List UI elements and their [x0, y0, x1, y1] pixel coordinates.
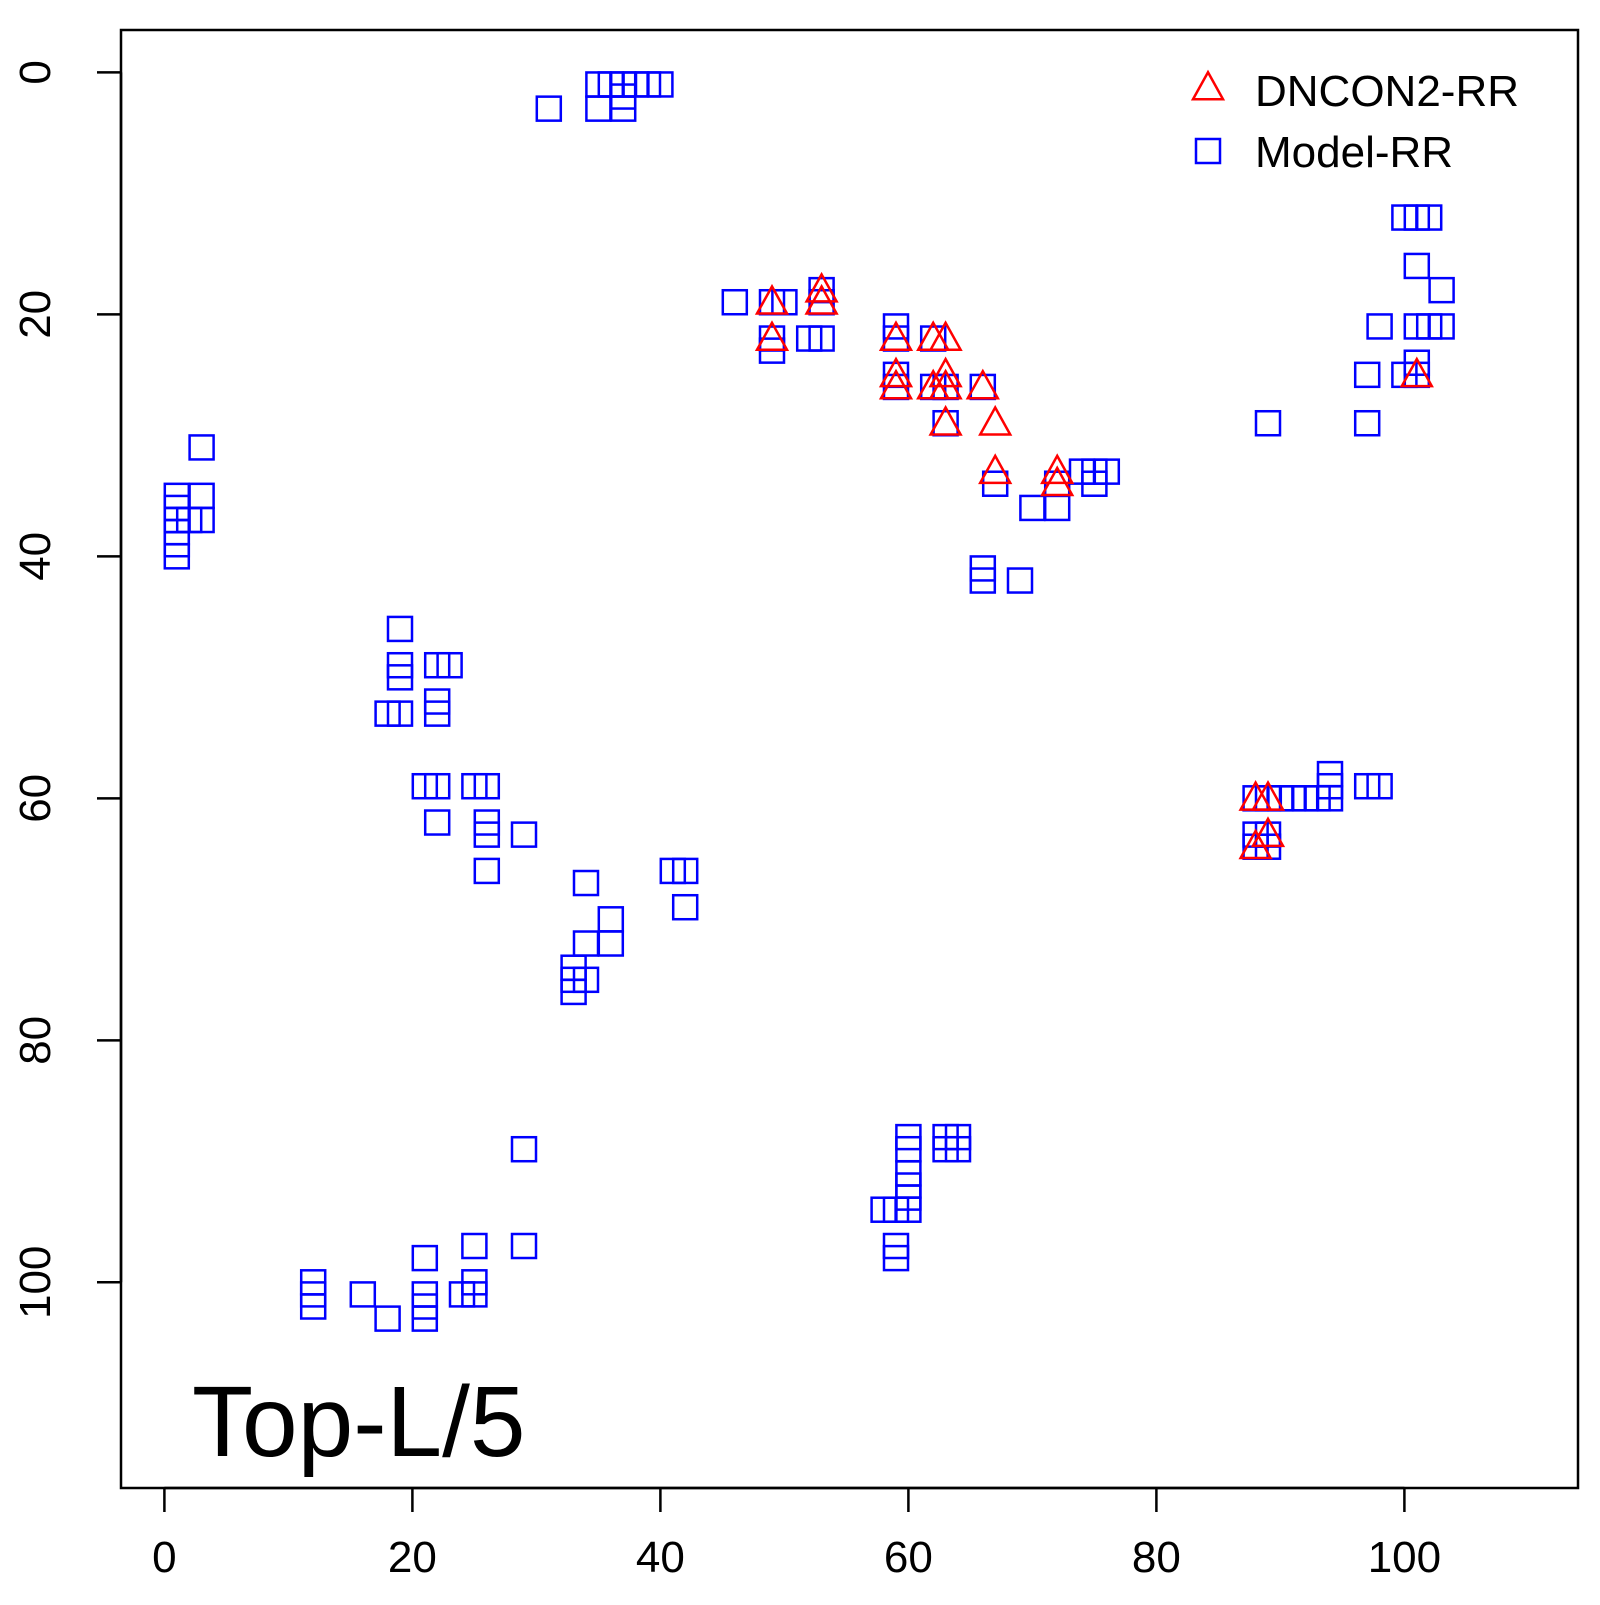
x-tick-label: 0 [152, 1533, 176, 1582]
square-point [386, 664, 414, 691]
square-point [473, 821, 501, 848]
square-point [671, 857, 699, 885]
square-point [423, 700, 451, 727]
y-tick-label: 60 [11, 774, 60, 823]
square-point [299, 1293, 327, 1320]
square-point [461, 1232, 488, 1260]
x-tick-label: 80 [1132, 1533, 1181, 1582]
triangle-point [1399, 356, 1434, 388]
square-point [386, 700, 414, 727]
square-point [411, 1244, 439, 1272]
square-point [1428, 276, 1455, 304]
square-point [461, 1281, 488, 1308]
x-tick-label: 20 [388, 1533, 437, 1582]
square-point [1093, 458, 1121, 485]
square-point [386, 615, 414, 643]
square-point [895, 1196, 922, 1223]
square-point [1428, 313, 1455, 340]
triangle-point [928, 404, 963, 436]
square-point [1366, 772, 1393, 800]
square-point [1415, 204, 1443, 231]
square-point [349, 1281, 377, 1308]
square-point [1403, 252, 1431, 280]
series-triangle [754, 271, 1434, 860]
square-point [374, 1305, 401, 1332]
x-tick-label: 60 [884, 1533, 933, 1582]
triangle-point [804, 271, 839, 303]
square-point [411, 1305, 439, 1332]
square-point [423, 809, 451, 836]
square-point [1316, 785, 1344, 812]
triangle-point [1250, 816, 1286, 848]
square-point [535, 95, 563, 122]
y-tick-label: 40 [11, 532, 60, 581]
square-point [944, 1135, 972, 1163]
square-point [473, 857, 501, 885]
triangle-point [804, 283, 839, 315]
chart-annotation: Top-L/5 [192, 1366, 526, 1478]
square-point [882, 1244, 910, 1272]
square-point [473, 772, 501, 800]
legend: DNCON2-RR Model-RR [1190, 67, 1519, 177]
triangle-point [1040, 465, 1075, 497]
square-point [1366, 313, 1393, 340]
triangle-point [928, 368, 963, 400]
square-point [510, 1135, 538, 1163]
square-point [1254, 409, 1282, 437]
square-point [1006, 567, 1034, 594]
triangle-point [928, 356, 963, 388]
square-point [969, 567, 997, 594]
square-point [1353, 409, 1381, 437]
square-point [671, 893, 699, 921]
plot-points [163, 71, 1455, 1332]
x-tick-label: 40 [636, 1533, 685, 1582]
square-point [572, 966, 600, 994]
triangle-point [1238, 828, 1273, 860]
square-point [572, 869, 600, 897]
square-point [647, 71, 674, 98]
square-point [163, 543, 191, 570]
square-point [436, 651, 463, 679]
triangle-point [754, 283, 790, 315]
legend-triangle-icon [1190, 69, 1226, 101]
square-point [808, 325, 835, 352]
legend-label: Model-RR [1255, 128, 1453, 177]
legend-square-icon [1194, 137, 1222, 165]
y-tick-label: 0 [11, 60, 60, 84]
triangle-point [878, 356, 914, 388]
legend-label: DNCON2-RR [1255, 67, 1519, 116]
triangle-point [1250, 779, 1286, 811]
triangle-point [965, 368, 1000, 400]
triangle-point [878, 320, 914, 352]
y-tick-label: 80 [11, 1016, 60, 1065]
square-point [510, 1232, 538, 1260]
triangle-point [928, 320, 963, 352]
square-point [188, 434, 215, 461]
triangle-point [1040, 453, 1075, 485]
triangle-point [978, 453, 1013, 485]
plot-frame [119, 28, 1580, 1490]
square-point [1353, 361, 1381, 389]
triangle-point [878, 368, 914, 400]
square-point [721, 288, 749, 316]
square-point [510, 821, 538, 848]
square-point [423, 772, 451, 800]
x-tick-label: 100 [1368, 1533, 1441, 1582]
triangle-point [978, 404, 1013, 436]
y-tick-label: 20 [11, 290, 60, 339]
triangle-point [754, 320, 790, 352]
y-tick-label: 100 [11, 1246, 60, 1319]
square-point [188, 506, 215, 534]
